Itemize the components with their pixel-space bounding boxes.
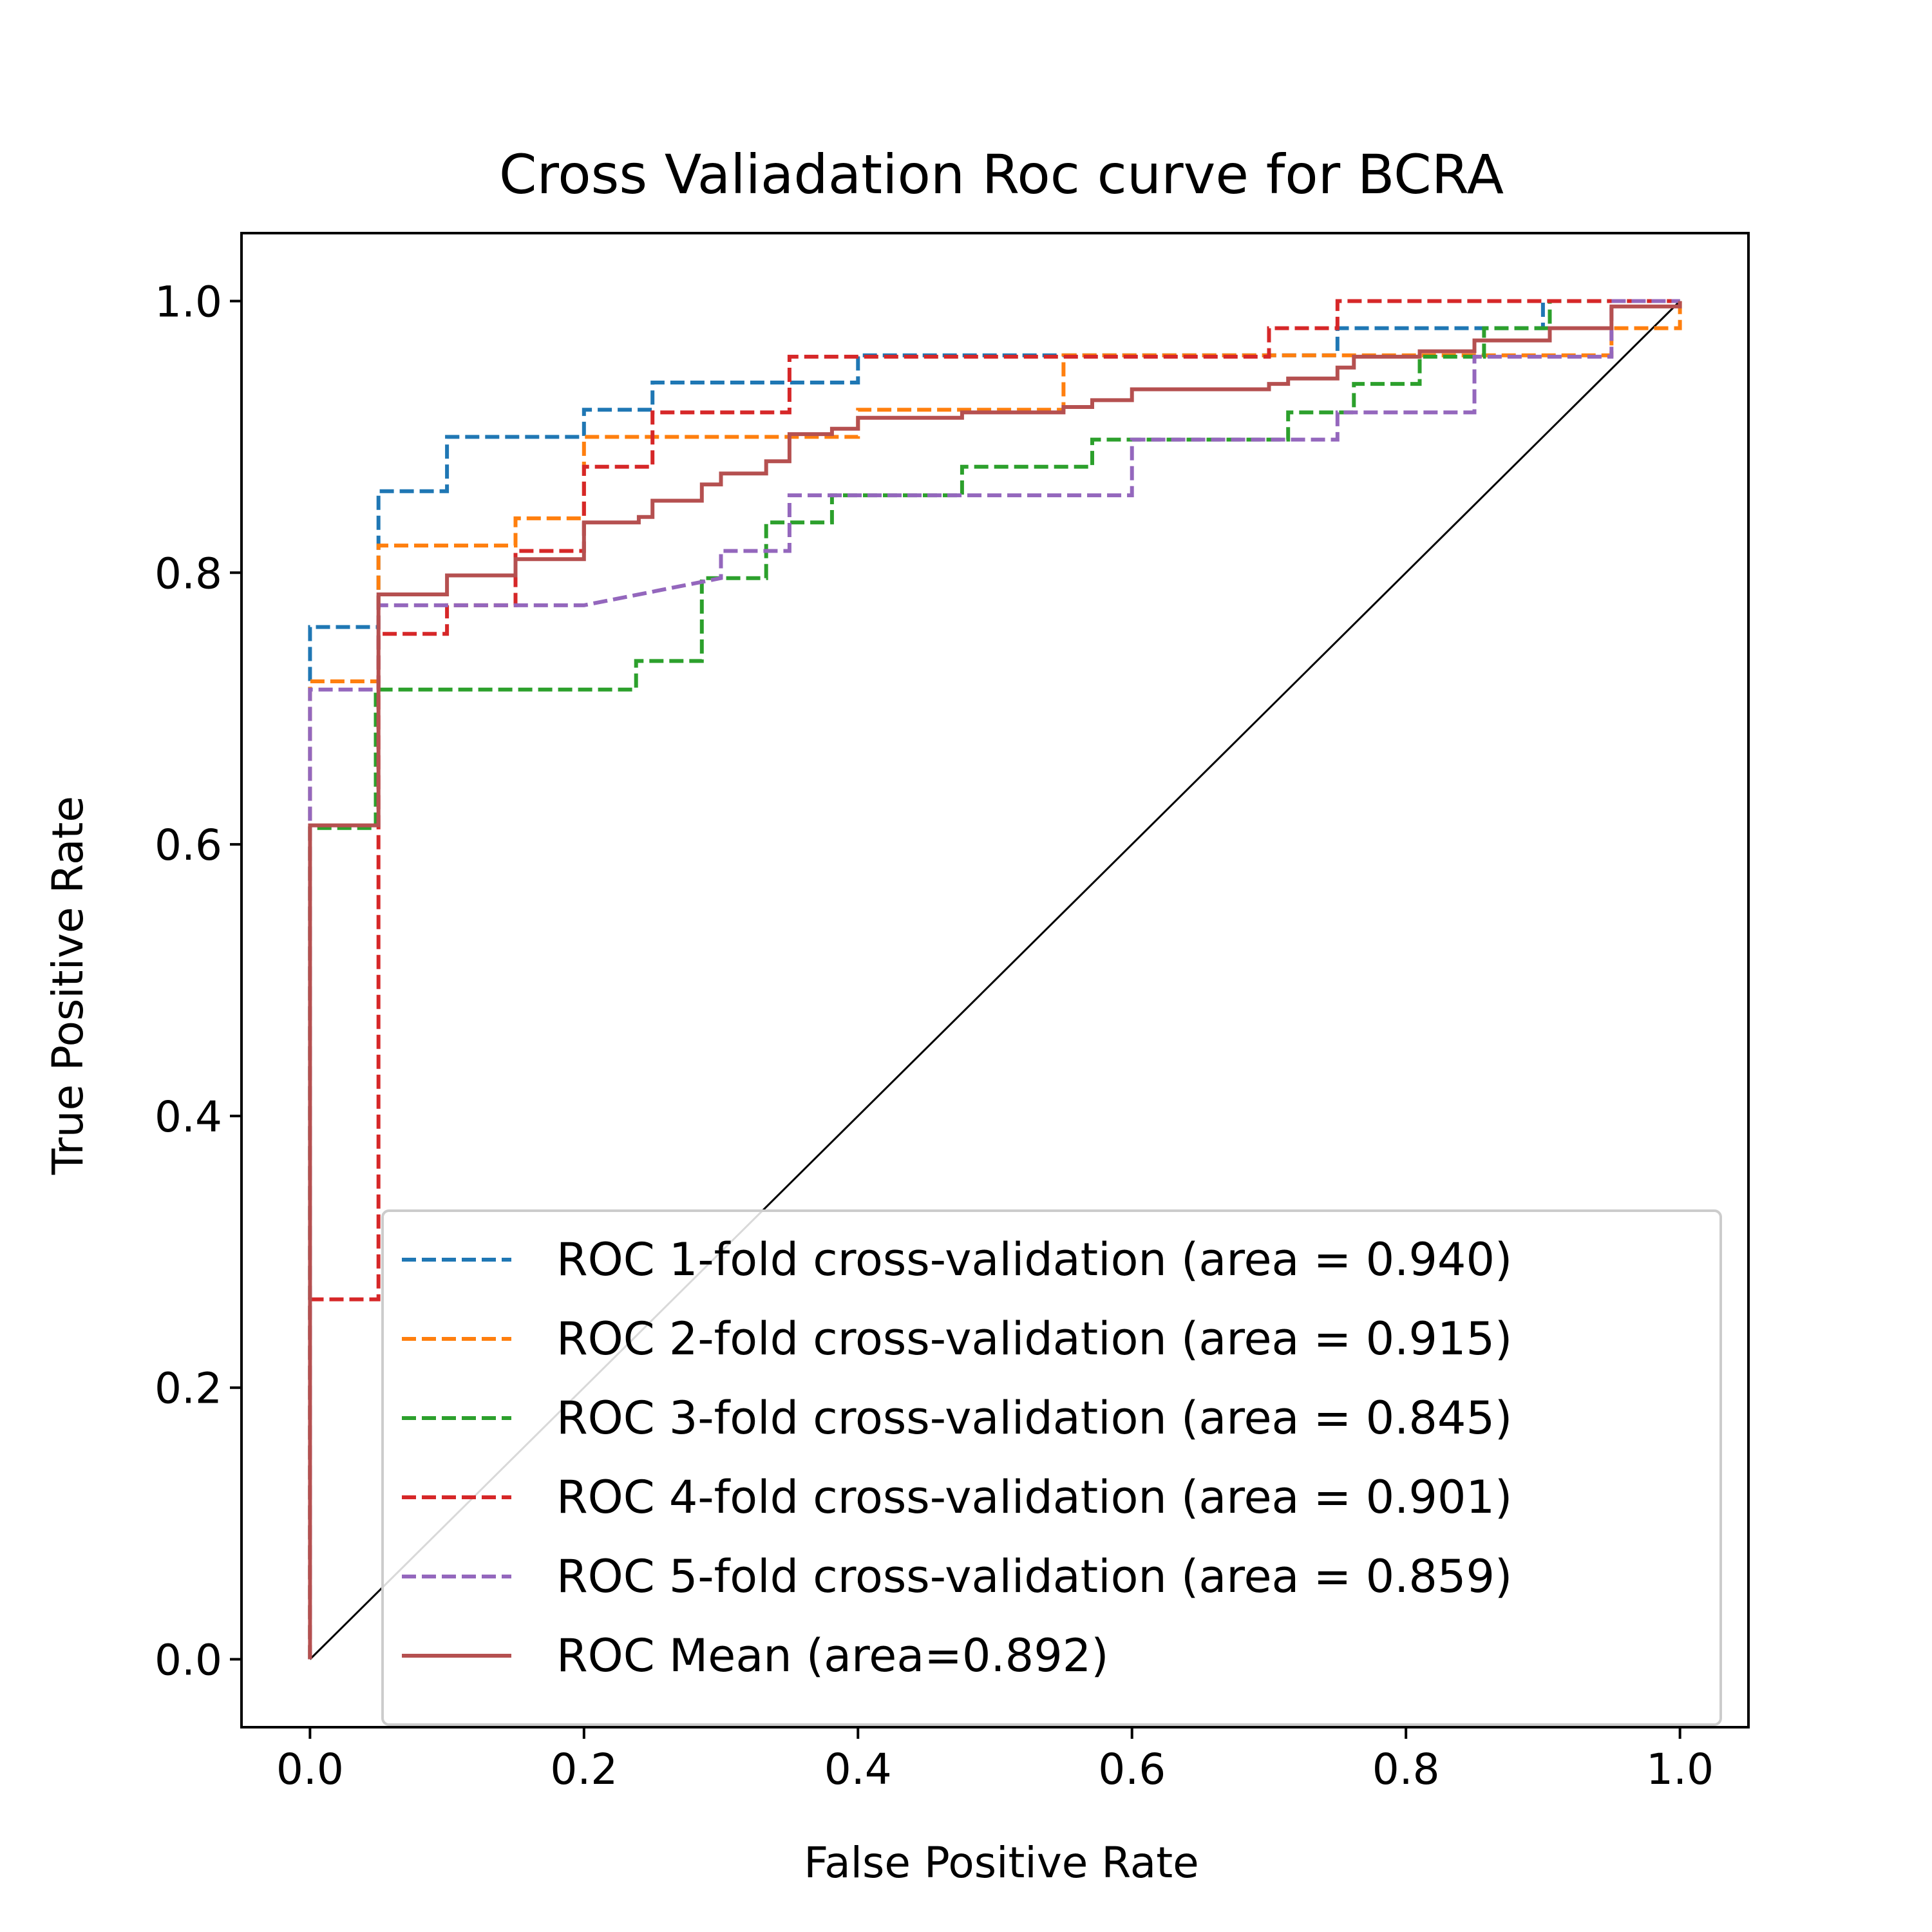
y-axis-label: True Positive Rate: [43, 796, 93, 1175]
x-tick-label: 1.0: [1646, 1745, 1714, 1794]
x-tick-label: 0.4: [824, 1745, 892, 1794]
legend-label-3: ROC 3-fold cross-validation (area = 0.84…: [556, 1392, 1512, 1444]
legend-label-6: ROC Mean (area=0.892): [556, 1629, 1109, 1682]
series-line-6: [308, 301, 1682, 1660]
plot-area: [240, 232, 1750, 1728]
plot-frame: [240, 232, 1750, 1728]
x-axis-label: False Positive Rate: [804, 1838, 1198, 1888]
x-tick-label: 0.8: [1372, 1745, 1440, 1794]
x-tick-label: 0.6: [1098, 1745, 1166, 1794]
y-tick-label: 0.6: [155, 820, 222, 870]
y-tick-label: 0.8: [155, 549, 222, 598]
legend-label-5: ROC 5-fold cross-validation (area = 0.85…: [556, 1550, 1512, 1603]
legend-label-2: ROC 2-fold cross-validation (area = 0.91…: [556, 1312, 1512, 1365]
legend-box: [381, 1209, 1722, 1726]
series-line-4: [308, 299, 1680, 1660]
chart-title: Cross Valiadation Roc curve for BCRA: [499, 143, 1504, 206]
series-line-2: [308, 301, 1682, 1660]
legend-label-1: ROC 1-fold cross-validation (area = 0.94…: [556, 1233, 1512, 1286]
y-tick-label: 0.4: [155, 1092, 222, 1142]
series-line-3: [308, 299, 1680, 1660]
y-axis-ticks: 0.0 0.2 0.4 0.6 0.8 1.0: [155, 277, 242, 1685]
x-axis-ticks: 0.0 0.2 0.4 0.6 0.8 1.0: [276, 1727, 1714, 1794]
legend-label-4: ROC 4-fold cross-validation (area = 0.90…: [556, 1471, 1512, 1524]
y-tick-label: 1.0: [155, 277, 222, 327]
series-line-1: [308, 299, 1680, 1660]
y-tick-label: 0.2: [155, 1364, 222, 1414]
y-tick-label: 0.0: [155, 1636, 222, 1685]
x-tick-label: 0.2: [550, 1745, 618, 1794]
legend: ROC 1-fold cross-validation (area = 0.94…: [381, 1209, 1722, 1726]
x-tick-label: 0.0: [276, 1745, 344, 1794]
